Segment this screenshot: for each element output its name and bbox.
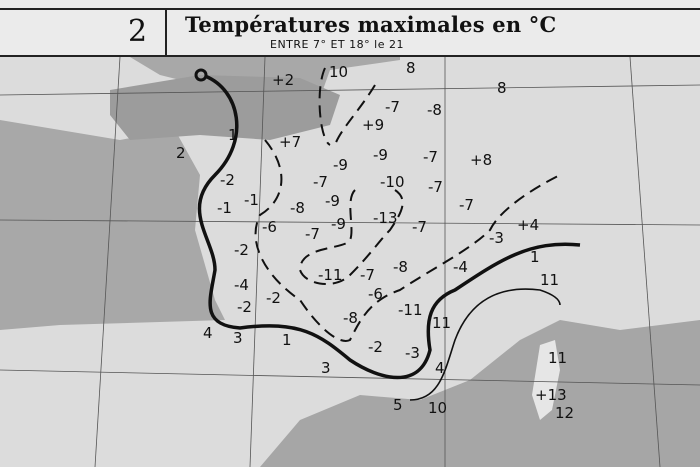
- temperature-label: -7: [459, 196, 474, 214]
- temperature-label: +9: [362, 116, 384, 134]
- temperature-label: -7: [385, 98, 400, 116]
- temperature-label: -8: [343, 309, 358, 327]
- map-subtitle: ENTRE 7° ET 18° le 21: [270, 38, 404, 51]
- temperature-label: -3: [489, 229, 504, 247]
- temperature-label: -9: [325, 192, 340, 210]
- temperature-label: 10: [329, 63, 348, 81]
- temperature-label: +7: [279, 133, 301, 151]
- temperature-label: 1: [282, 331, 292, 349]
- temperature-label: 10: [428, 399, 447, 417]
- header-top-rule: [0, 8, 700, 10]
- temperature-label: +8: [470, 151, 492, 169]
- header-bottom-rule: [0, 55, 700, 57]
- channel-sea: [110, 75, 340, 140]
- atlantic-sea: [0, 57, 400, 330]
- temperature-map: +2 10 88-7 -8+91 +72-9-9 -7 +8-2 -7 -10 -7-1 -1 -8-…: [0, 57, 700, 467]
- temperature-label: -8: [393, 258, 408, 276]
- temperature-label: 3: [233, 329, 243, 347]
- isotherm-thin: [409, 288, 561, 401]
- mediterranean-sea: [260, 320, 700, 467]
- map-header: 2 Températures maximales en °C ENTRE 7° …: [0, 0, 700, 57]
- temperature-label: 4: [435, 359, 445, 377]
- temperature-label: -13: [373, 209, 398, 227]
- temperature-label: -11: [398, 301, 423, 319]
- temperature-label: 8: [406, 59, 416, 77]
- temperature-label: -10: [380, 173, 405, 191]
- temperature-label: -1: [244, 191, 259, 209]
- temperature-label: 12: [555, 404, 574, 422]
- temperature-label: -7: [313, 173, 328, 191]
- temperature-label: 11: [540, 271, 559, 289]
- temperature-label: 11: [432, 314, 451, 332]
- map-number: 2: [110, 9, 167, 55]
- temperature-label: -2: [234, 241, 249, 259]
- temperature-label: 1: [530, 248, 540, 266]
- temperature-label: -3: [405, 344, 420, 362]
- corsica-island: [532, 340, 560, 420]
- isotherm-dashed-1: [318, 67, 331, 146]
- temperature-label: -8: [427, 101, 442, 119]
- graticule: [0, 57, 700, 467]
- map-title: Températures maximales en °C: [185, 12, 557, 37]
- temperature-label: -6: [368, 285, 383, 303]
- temperature-label: +2: [272, 71, 294, 89]
- temperature-label: -9: [331, 215, 346, 233]
- temperature-label: -2: [266, 289, 281, 307]
- temperature-label: -7: [428, 178, 443, 196]
- temperature-label: -2: [220, 171, 235, 189]
- temperature-label: 11: [548, 349, 567, 367]
- temperature-label: 5: [393, 396, 403, 414]
- temperature-label: -9: [333, 156, 348, 174]
- temperature-label: -2: [368, 338, 383, 356]
- temperature-label: +4: [517, 216, 539, 234]
- temperature-label: 1: [228, 126, 238, 144]
- temperature-label: +13: [535, 386, 567, 404]
- temperature-label: -7: [412, 218, 427, 236]
- temperature-label: -8: [290, 199, 305, 217]
- isotherm-zero-thick: [197, 74, 581, 380]
- temperature-label: -7: [423, 148, 438, 166]
- temperature-label: 3: [321, 359, 331, 377]
- temperature-label: -6: [262, 218, 277, 236]
- isotherms: [194, 67, 581, 401]
- isotherm-dashed-4: [298, 189, 404, 286]
- isotherm-dashed-2: [334, 84, 376, 146]
- temperature-label: -4: [234, 276, 249, 294]
- temperature-label: 8: [497, 79, 507, 97]
- temperature-label: -11: [318, 266, 343, 284]
- temperature-label: -7: [360, 266, 375, 284]
- temperature-label: 4: [203, 324, 213, 342]
- temperature-label: -7: [305, 225, 320, 243]
- temperature-label: -4: [453, 258, 468, 276]
- isotherm-dashed-3: [254, 139, 561, 342]
- temperature-label: 2: [176, 144, 186, 162]
- isotherm-labels: +2 10 88-7 -8+91 +72-9-9 -7 +8-2 -7 -10 -7-1 -1 -8-…: [176, 59, 574, 422]
- temperature-label: -9: [373, 146, 388, 164]
- temperature-label: -2: [237, 298, 252, 316]
- temperature-label: -1: [217, 199, 232, 217]
